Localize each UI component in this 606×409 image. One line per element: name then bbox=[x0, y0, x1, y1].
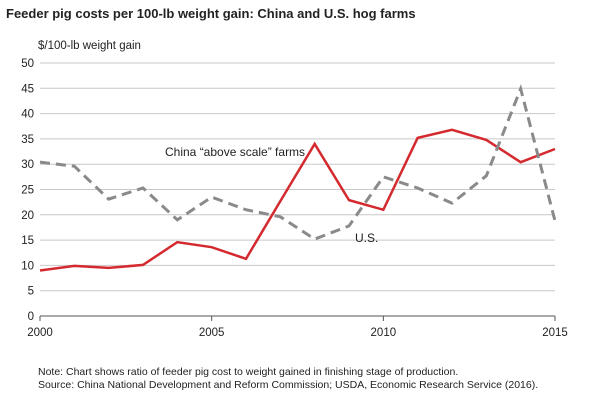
y-tick-label: 5 bbox=[28, 286, 34, 298]
note-text: Note: Chart shows ratio of feeder pig co… bbox=[38, 366, 459, 378]
x-tick-label: 2010 bbox=[371, 327, 397, 339]
x-tick-label: 2000 bbox=[27, 327, 53, 339]
y-tick-label: 30 bbox=[21, 159, 34, 171]
series-label-us: U.S. bbox=[355, 231, 378, 245]
series-line-0 bbox=[39, 128, 556, 272]
chart-title: Feeder pig costs per 100-lb weight gain:… bbox=[6, 6, 416, 21]
y-tick-label: 40 bbox=[21, 109, 34, 121]
x-tick-label: 2005 bbox=[199, 327, 225, 339]
chart-notes: Note: Chart shows ratio of feeder pig co… bbox=[38, 366, 538, 392]
y-tick-label: 35 bbox=[21, 134, 34, 146]
y-tick-label: 0 bbox=[28, 311, 34, 323]
y-tick-label: 10 bbox=[21, 260, 34, 272]
y-axis-label: $/100-lb weight gain bbox=[38, 40, 141, 52]
y-tick-label: 15 bbox=[21, 235, 34, 247]
source-text: Source: China National Development and R… bbox=[38, 379, 539, 391]
y-tick-label: 20 bbox=[21, 210, 34, 222]
y-tick-label: 45 bbox=[21, 83, 34, 95]
x-tick-label: 2015 bbox=[542, 327, 568, 339]
y-tick-label: 50 bbox=[21, 58, 34, 70]
series-label-china: China “above scale” farms bbox=[165, 145, 305, 159]
series-line-1 bbox=[39, 83, 557, 241]
y-tick-label: 25 bbox=[21, 185, 34, 197]
